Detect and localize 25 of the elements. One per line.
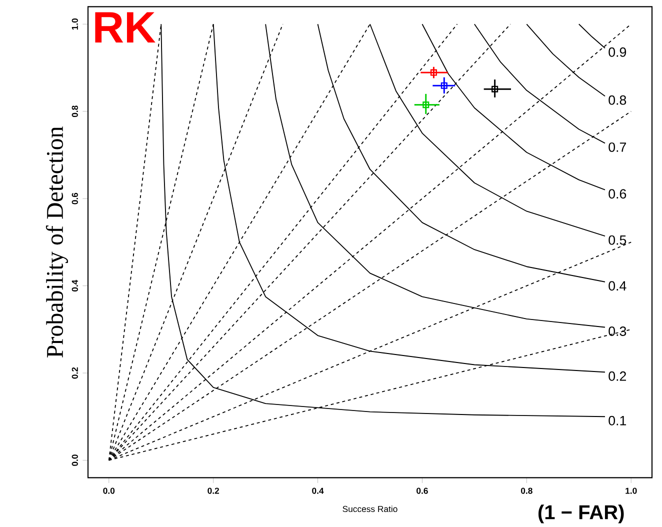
y-tick-label: 0.4 (72, 280, 78, 292)
x-tick-label: 0.2 (208, 488, 220, 494)
text: (1 − FAR) (538, 504, 624, 524)
series-label: 0.1 (608, 416, 626, 426)
series-label: 0.5 (608, 235, 626, 245)
series-label: 0.7 (608, 142, 626, 152)
y-tick-label: 0.2 (72, 367, 78, 379)
annotation: RK (95, 12, 156, 43)
series-label: 0.8 (608, 95, 626, 105)
series-label: 0.6 (608, 189, 626, 199)
series-label: 0.9 (608, 47, 626, 57)
x-tick-label: 0.4 (312, 488, 324, 494)
y-tick-label: 0.6 (72, 192, 78, 204)
y-axis-title: Probability of Detection (46, 126, 68, 358)
y-tick-label: 0.0 (72, 454, 78, 466)
series-label: 0.4 (608, 281, 626, 291)
x-tick-label: 0.6 (416, 488, 428, 494)
x-tick-label: 0.8 (520, 488, 532, 494)
series-label: 0.2 (608, 371, 626, 381)
y-tick-label: 1.0 (72, 18, 78, 30)
y-tick-label: 0.8 (72, 106, 78, 118)
series-label: 0.3 (608, 326, 626, 336)
x-tick-label: 0.0 (103, 488, 115, 494)
x-tick-label: 1.0 (626, 488, 637, 494)
x-axis-title: Success Ratio (342, 506, 398, 512)
